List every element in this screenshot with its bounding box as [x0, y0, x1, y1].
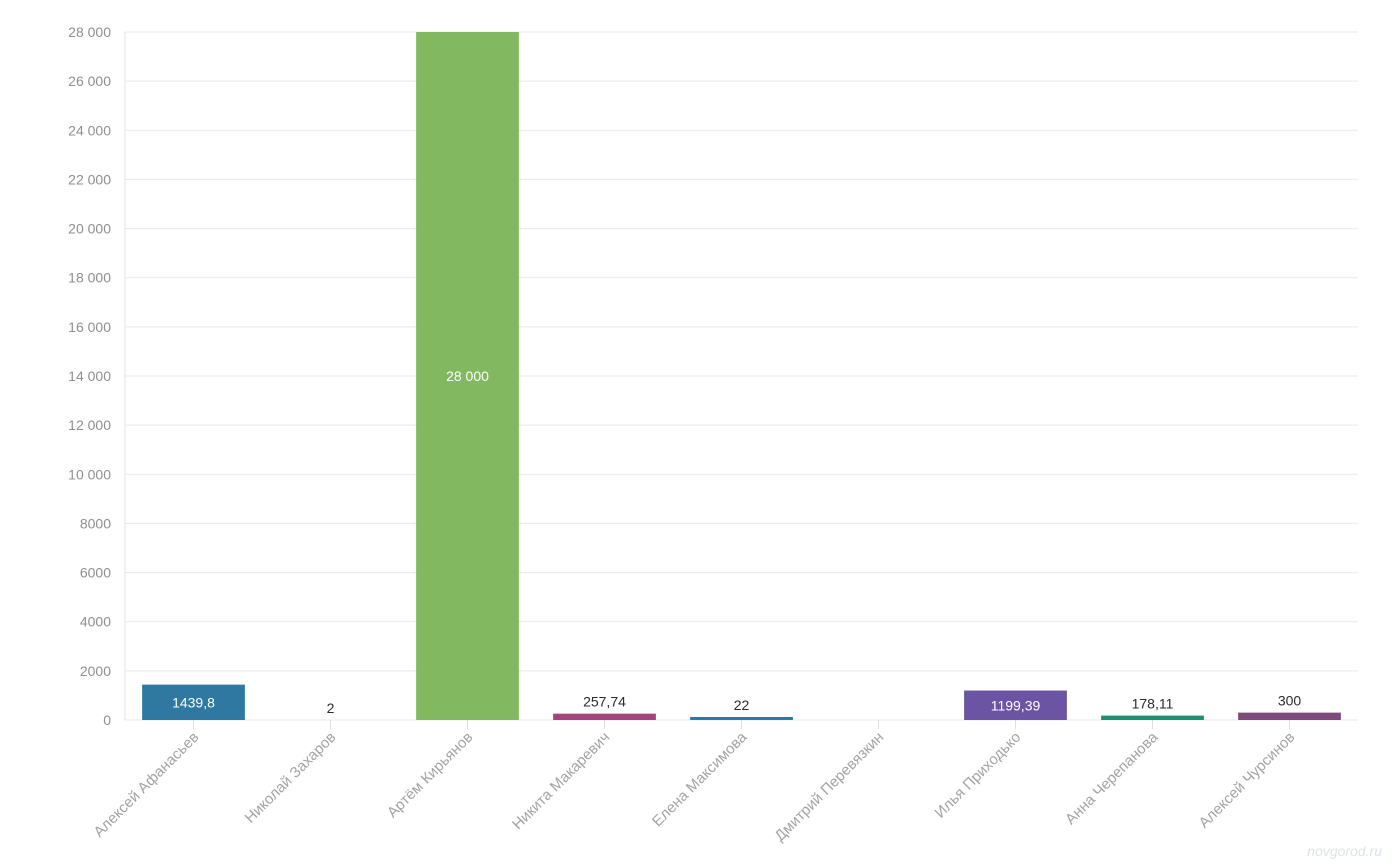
y-tick-label: 18 000 — [68, 270, 111, 286]
bar[interactable] — [1101, 715, 1204, 720]
bar[interactable] — [1238, 712, 1341, 720]
x-tick-label: Анна Черепанова — [1062, 728, 1162, 828]
y-tick-label: 4000 — [80, 614, 111, 630]
y-tick-label: 8000 — [80, 515, 111, 531]
bar[interactable] — [964, 690, 1067, 720]
y-tick-label: 6000 — [80, 565, 111, 581]
x-tick-label: Алексей Чурсинов — [1196, 729, 1299, 832]
grid-lines — [125, 31, 1358, 721]
y-tick-label: 0 — [103, 712, 111, 728]
y-tick-label: 26 000 — [68, 73, 111, 89]
y-tick-label: 20 000 — [68, 221, 111, 237]
data-label: 1199,39 — [991, 697, 1041, 713]
data-label: 2 — [327, 700, 335, 716]
x-tick-label: Елена Максимова — [649, 728, 751, 830]
x-tick-label: Илья Приходько — [932, 729, 1025, 822]
y-tick-label: 2000 — [80, 663, 111, 679]
value-labels: 1439,8 2 28 000 257,74 22 1199,39 178,11 300 — [172, 368, 1301, 716]
y-tick-label: 24 000 — [68, 122, 111, 138]
bar[interactable] — [142, 684, 245, 720]
x-tick-label: Никита Макаревич — [509, 729, 613, 833]
data-label: 178,11 — [1132, 696, 1174, 712]
y-tick-label: 16 000 — [68, 319, 111, 335]
y-tick-label: 14 000 — [68, 368, 111, 384]
y-tick-label: 10 000 — [68, 466, 111, 482]
data-label: 22 — [734, 697, 750, 713]
axes: 0 2000 4000 6000 8000 10 000 12 000 14 000 16 00… — [68, 24, 1290, 729]
data-label: 28 000 — [446, 368, 489, 384]
bar[interactable] — [416, 32, 519, 720]
y-tick-label: 28 000 — [68, 24, 111, 40]
data-label: 257,74 — [583, 694, 626, 710]
bar[interactable] — [690, 717, 793, 720]
bars — [142, 32, 1341, 720]
bar[interactable] — [553, 713, 656, 720]
x-tick-label: Николай Захаров — [242, 729, 340, 827]
x-tick-label: Дмитрий Перевязкин — [771, 729, 887, 845]
watermark-text: novgorod.ru — [1307, 843, 1382, 859]
category-labels: Алексей Афанасьев Николай Захаров Артём Ки… — [90, 728, 1298, 844]
x-tick-label: Алексей Афанасьев — [90, 729, 202, 841]
y-tick-label: 22 000 — [68, 171, 111, 187]
data-label: 1439,8 — [172, 694, 215, 710]
data-label: 300 — [1278, 693, 1302, 709]
y-tick-label: 12 000 — [68, 417, 111, 433]
x-tick-label: Артём Кирьянов — [384, 729, 476, 821]
